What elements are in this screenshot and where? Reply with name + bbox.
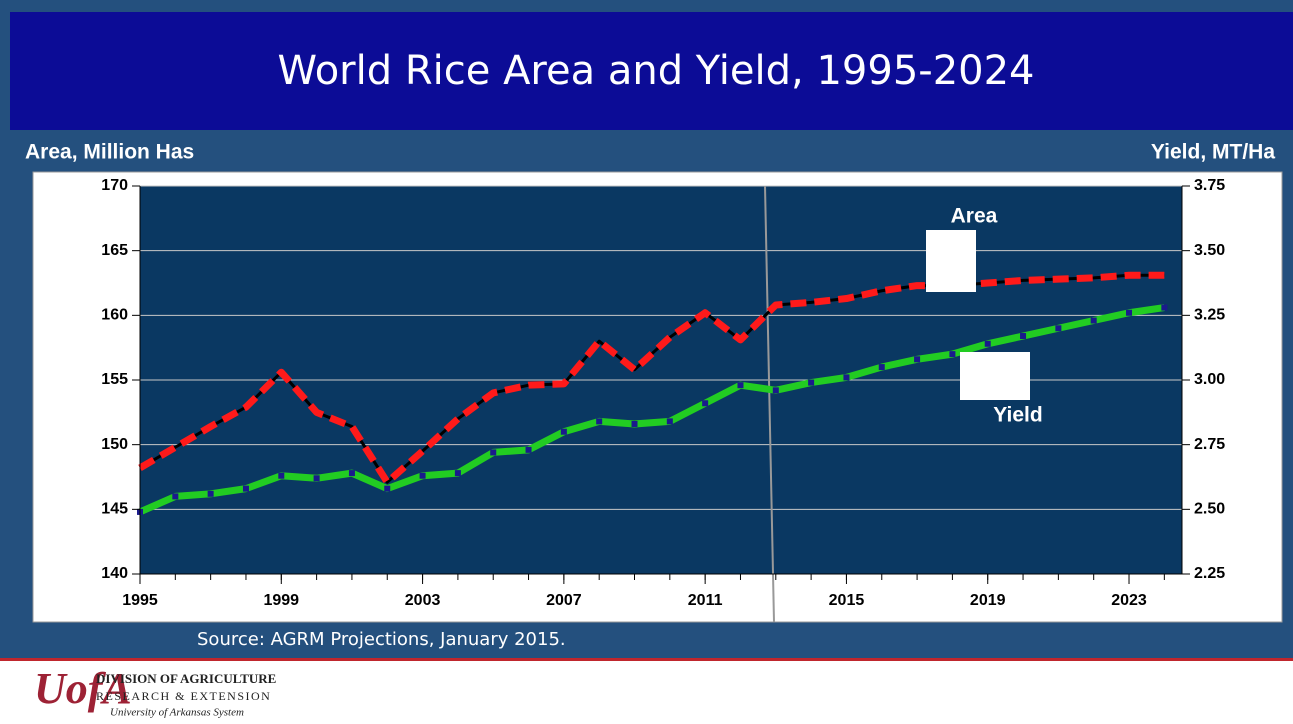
series-marker: [525, 446, 532, 453]
footer-text: RESEARCH & EXTENSION: [96, 689, 271, 703]
y-tick-label: 145: [101, 501, 128, 518]
annotation-image: [926, 230, 976, 292]
y2-axis-label: Yield, MT/Ha: [1151, 141, 1275, 164]
series-marker: [808, 379, 815, 386]
y2-tick-label: 3.25: [1194, 307, 1225, 324]
series-marker: [454, 470, 461, 477]
footer-rule: [0, 658, 1293, 661]
series-line: [138, 271, 1165, 486]
series-marker: [737, 382, 744, 389]
footer-text: DIVISION OF AGRICULTURE: [96, 671, 276, 686]
x-tick-label: 2015: [829, 592, 865, 609]
series-marker: [278, 472, 285, 479]
x-tick-label: 2019: [970, 592, 1006, 609]
series-marker: [914, 356, 921, 363]
y-tick-label: 170: [101, 177, 128, 194]
y-tick-label: 165: [101, 242, 128, 259]
series-marker: [984, 340, 991, 347]
source-note: Source: AGRM Projections, January 2015.: [197, 629, 566, 650]
y2-tick-label: 2.75: [1194, 436, 1225, 453]
series-label: Yield: [993, 404, 1042, 427]
series-marker: [949, 351, 956, 358]
y-tick-label: 160: [101, 307, 128, 324]
y2-tick-label: 2.50: [1194, 501, 1225, 518]
series-marker: [313, 475, 320, 482]
series-marker: [878, 364, 885, 371]
x-tick-label: 2007: [546, 592, 582, 609]
annotation-image: [960, 352, 1030, 400]
x-tick-label: 2003: [405, 592, 441, 609]
series-marker: [631, 420, 638, 427]
series-marker: [702, 400, 709, 407]
y-axis-label: Area, Million Has: [25, 141, 194, 164]
series-marker: [1126, 309, 1133, 316]
series-marker: [772, 387, 779, 394]
y2-tick-label: 3.00: [1194, 371, 1225, 388]
projection-divider: [764, 185, 775, 623]
series-marker: [419, 472, 426, 479]
series-marker: [1020, 333, 1027, 340]
series-marker: [1090, 317, 1097, 324]
series-marker: [1161, 304, 1168, 311]
y2-tick-label: 3.50: [1194, 242, 1225, 259]
series-marker: [384, 485, 391, 492]
y-tick-label: 140: [101, 565, 128, 582]
series-marker: [666, 418, 673, 425]
series-marker: [348, 470, 355, 477]
y2-tick-label: 3.75: [1194, 177, 1225, 194]
series-marker: [490, 449, 497, 456]
series-marker: [207, 490, 214, 497]
x-tick-label: 2023: [1111, 592, 1147, 609]
series-marker: [1055, 325, 1062, 332]
series-line: [138, 304, 1165, 516]
series-marker: [843, 374, 850, 381]
y-tick-label: 150: [101, 436, 128, 453]
title-banner: [10, 12, 1293, 130]
series-marker: [560, 428, 567, 435]
x-tick-label: 1995: [122, 592, 158, 609]
x-tick-label: 1999: [263, 592, 299, 609]
y2-tick-label: 2.25: [1194, 565, 1225, 582]
logo: UofA: [34, 664, 132, 713]
y-tick-label: 155: [101, 371, 128, 388]
series-marker: [242, 485, 249, 492]
series-marker: [596, 418, 603, 425]
chart-title: World Rice Area and Yield, 1995-2024: [278, 48, 1035, 94]
series-label: Area: [951, 205, 998, 228]
x-tick-label: 2011: [688, 592, 723, 609]
footer-text: University of Arkansas System: [110, 707, 244, 719]
series-marker: [172, 493, 179, 500]
